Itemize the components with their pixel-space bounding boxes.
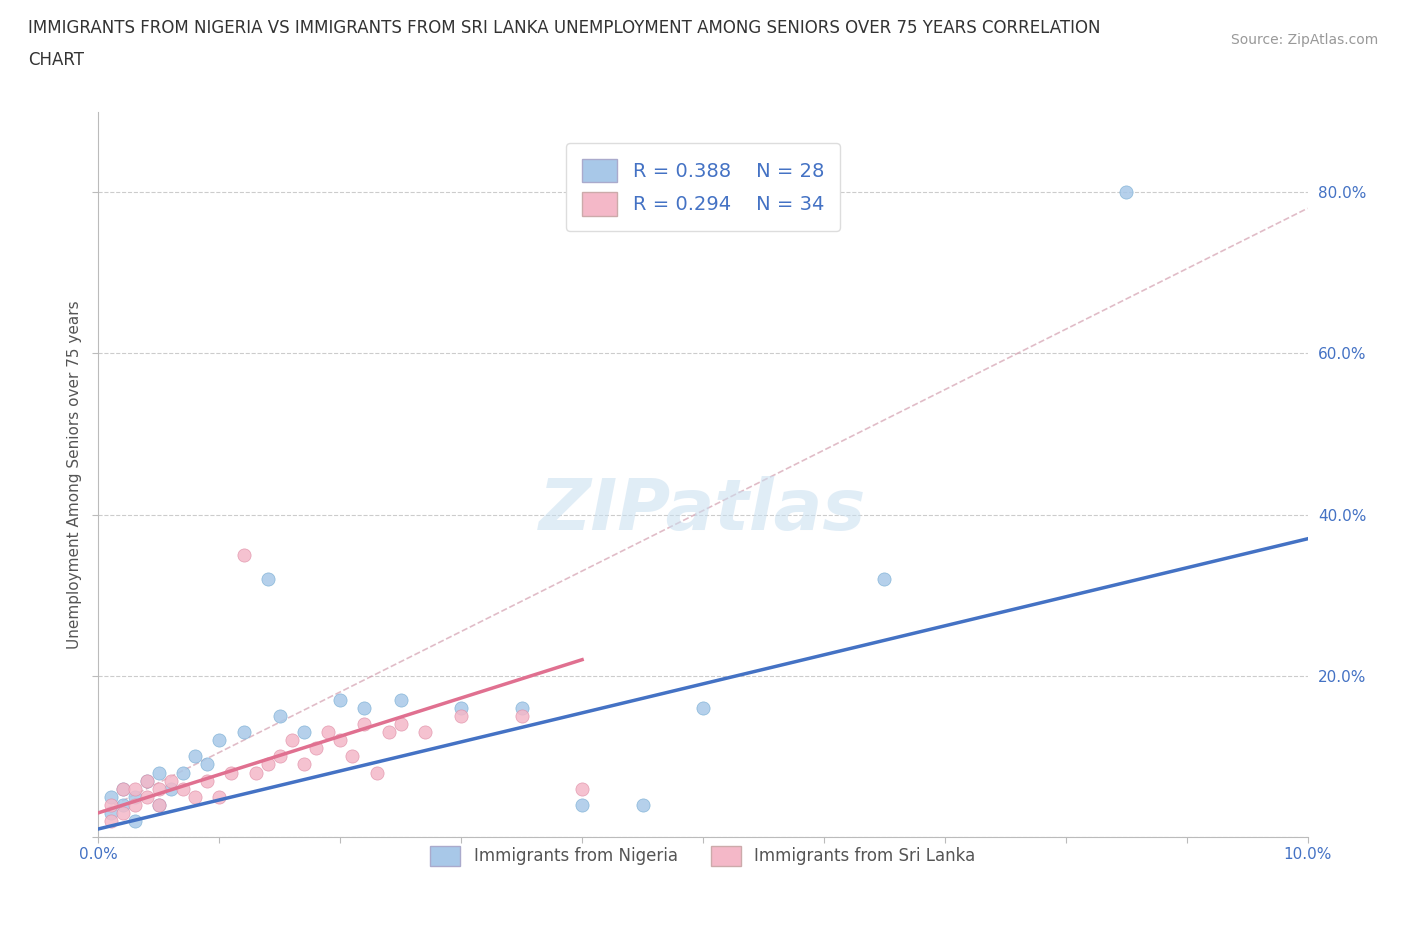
Point [100,814,122,829]
Point [450,700,472,715]
Point [111,805,134,820]
Point [195,757,218,772]
Point [631,797,654,812]
Point [353,700,375,715]
Point [571,781,593,796]
Point [245,765,267,780]
Point [232,724,254,739]
Point [450,709,472,724]
Point [377,724,399,739]
Point [873,572,896,587]
Point [366,765,388,780]
Point [305,741,328,756]
Point [124,797,146,812]
Legend: Immigrants from Nigeria, Immigrants from Sri Lanka: Immigrants from Nigeria, Immigrants from… [418,832,988,880]
Point [124,790,146,804]
Point [389,717,412,732]
Point [389,693,412,708]
Point [148,797,170,812]
Point [292,757,315,772]
Point [100,790,122,804]
Y-axis label: Unemployment Among Seniors over 75 years: Unemployment Among Seniors over 75 years [66,300,82,648]
Point [256,572,278,587]
Point [135,773,157,788]
Point [281,733,304,748]
Point [172,765,194,780]
Point [342,749,364,764]
Point [329,733,352,748]
Point [292,724,315,739]
Point [184,749,207,764]
Point [208,733,231,748]
Point [232,548,254,563]
Point [184,790,207,804]
Text: Source: ZipAtlas.com: Source: ZipAtlas.com [1230,33,1378,46]
Text: CHART: CHART [28,51,84,69]
Point [316,724,339,739]
Point [1115,185,1137,200]
Text: IMMIGRANTS FROM NIGERIA VS IMMIGRANTS FROM SRI LANKA UNEMPLOYMENT AMONG SENIORS : IMMIGRANTS FROM NIGERIA VS IMMIGRANTS FR… [28,19,1101,36]
Point [160,773,183,788]
Point [148,765,170,780]
Point [111,781,134,796]
Point [571,797,593,812]
Point [148,797,170,812]
Point [124,781,146,796]
Point [269,709,291,724]
Point [692,700,714,715]
Point [172,781,194,796]
Point [111,781,134,796]
Point [100,797,122,812]
Point [256,757,278,772]
Point [221,765,243,780]
Point [195,773,218,788]
Point [148,781,170,796]
Point [100,805,122,820]
Point [353,717,375,732]
Point [413,724,436,739]
Point [510,709,533,724]
Point [124,814,146,829]
Point [329,693,352,708]
Text: ZIPatlas: ZIPatlas [540,476,866,545]
Point [135,773,157,788]
Point [111,797,134,812]
Point [135,790,157,804]
Point [160,781,183,796]
Point [208,790,231,804]
Point [269,749,291,764]
Point [510,700,533,715]
